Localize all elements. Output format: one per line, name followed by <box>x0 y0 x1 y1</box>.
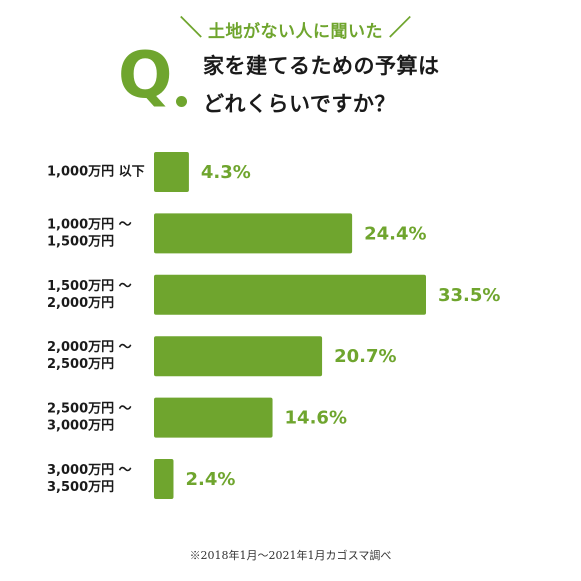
survey-subtitle: 土地がない人に聞いた <box>208 21 384 42</box>
category-label: 3,500万円 <box>47 480 114 495</box>
category-label: 2,000万円 <box>47 296 114 311</box>
chart-header: ＼ 土地がない人に聞いた ／ Q 家を建てるための予算は どれくらいですか？ <box>0 0 581 130</box>
value-label: 24.4% <box>364 223 426 244</box>
subtitle-row: ＼ 土地がない人に聞いた ／ <box>180 16 412 42</box>
question-line-2: どれくらいですか？ <box>203 92 396 116</box>
bar <box>154 459 174 499</box>
value-label: 2.4% <box>185 469 235 490</box>
category-label: 2,500万円 〜 <box>47 402 132 417</box>
category-label: 2,000万円 〜 <box>47 340 132 355</box>
value-label: 33.5% <box>438 285 500 306</box>
bar <box>154 152 189 192</box>
q-letter: Q <box>118 39 173 113</box>
question-line-1: 家を建てるための予算は <box>203 54 440 78</box>
category-label: 1,000万円 以下 <box>47 165 145 180</box>
value-label: 4.3% <box>201 162 251 183</box>
category-label: 1,500万円 〜 <box>47 279 132 294</box>
q-dot <box>176 96 187 107</box>
bar <box>154 274 426 315</box>
slash-decoration: ／ <box>389 16 412 41</box>
bar <box>154 213 353 254</box>
value-label: 20.7% <box>334 346 396 367</box>
footnote: ※2018年1月〜2021年1月カゴスマ調べ <box>189 549 392 562</box>
category-label: 3,000万円 <box>47 419 114 434</box>
bar <box>154 336 323 377</box>
category-label: 3,000万円 〜 <box>47 463 132 478</box>
backslash-decoration: ＼ <box>180 16 203 41</box>
bar <box>154 397 273 438</box>
category-label: 1,500万円 <box>47 234 114 249</box>
value-label: 14.6% <box>285 408 347 429</box>
category-label: 1,000万円 〜 <box>47 217 132 232</box>
category-label: 2,500万円 <box>47 357 114 372</box>
